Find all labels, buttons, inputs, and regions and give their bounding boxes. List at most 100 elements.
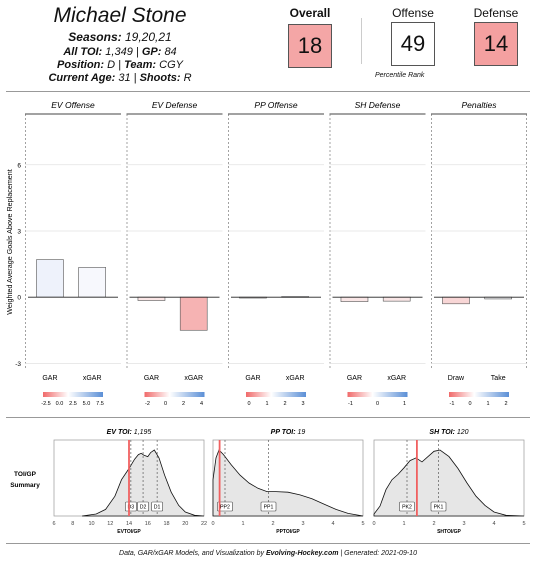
x-axis-label: EVTOI/GP xyxy=(117,529,141,535)
footer: Data, GAR/xGAR Models, and Visualization… xyxy=(0,550,536,557)
legend-colorbar xyxy=(144,392,205,397)
team-value: CGY xyxy=(159,59,183,71)
marker-label: PP2 xyxy=(220,505,230,511)
bar-xgar xyxy=(78,267,106,298)
bar-xgar xyxy=(179,296,208,331)
x-tick-label: 0 xyxy=(372,521,375,527)
marker-label: D2 xyxy=(140,505,147,511)
x-tick-label: 20 xyxy=(182,521,188,527)
marker-label: PP1 xyxy=(264,505,274,511)
x-tick-label: 8 xyxy=(71,521,74,527)
bar-gar xyxy=(36,259,64,298)
x-tick-label: 5 xyxy=(522,521,525,527)
x-tick-label: 1 xyxy=(402,521,405,527)
legend-tick-label: 0 xyxy=(164,401,167,407)
marker-label: PK2 xyxy=(402,505,412,511)
legend-tick-label: 7.5 xyxy=(96,401,104,407)
age-value: 31 xyxy=(118,72,131,84)
legend-tick-label: 1 xyxy=(265,401,268,407)
marker-label: D3 xyxy=(128,505,135,511)
x-tick-label: 2 xyxy=(432,521,435,527)
footer-prefix: Data, GAR/xGAR Models, and Visualization… xyxy=(119,550,265,557)
x-tick-label: xGAR xyxy=(83,375,102,382)
x-tick-label: xGAR xyxy=(387,375,406,382)
shoots-value: R xyxy=(183,72,192,84)
legend-colorbar xyxy=(347,392,408,397)
x-tick-label: 18 xyxy=(163,521,169,527)
player-name: Michael Stone xyxy=(53,4,187,27)
toi-panel-title: EV TOI: 1,195 xyxy=(107,429,152,436)
legend-tick-label: 5.0 xyxy=(83,401,91,407)
gp-value: 84 xyxy=(164,46,177,58)
x-axis-label: PPTOI/GP xyxy=(276,529,300,535)
toi-side-label: TOI/GP xyxy=(14,471,37,478)
seasons-label: Seasons: xyxy=(68,30,122,44)
y-tick-label: 0 xyxy=(17,295,21,302)
seasons-value: 19,20,21 xyxy=(124,30,172,44)
toi-value: 1,349 xyxy=(105,46,133,58)
legend-tick-label: 2.5 xyxy=(69,401,77,407)
legend-tick-label: 0 xyxy=(376,401,379,407)
bar-draw xyxy=(442,296,470,305)
x-tick-label: GAR xyxy=(42,375,57,382)
density-curve xyxy=(373,449,525,517)
score-divider xyxy=(361,18,362,64)
x-tick-label: 5 xyxy=(361,521,364,527)
middle-divider xyxy=(6,417,530,418)
y-tick-label: 3 xyxy=(17,228,21,235)
marker-label: D1 xyxy=(154,505,161,511)
x-tick-label: 1 xyxy=(241,521,244,527)
defense-label: Defense xyxy=(473,6,519,20)
x-tick-label: GAR xyxy=(245,375,260,382)
age-line: Current Age: 31 | Shoots: R xyxy=(48,72,192,84)
panel-title: EV Defense xyxy=(152,100,198,110)
offense-label: Offense xyxy=(392,6,434,20)
toi-line: All TOI: 1,349 | GP: 84 xyxy=(63,46,177,58)
bar-gar xyxy=(340,296,369,302)
density-curve xyxy=(82,449,205,517)
x-tick-label: 4 xyxy=(331,521,334,527)
x-tick-label: 3 xyxy=(301,521,304,527)
marker-box xyxy=(151,501,163,512)
x-tick-label: 3 xyxy=(462,521,465,527)
header-divider xyxy=(6,91,530,92)
legend-tick-label: -1 xyxy=(348,401,353,407)
legend-colorbar xyxy=(449,392,509,397)
legend-tick-label: 3 xyxy=(301,401,304,407)
toi-title-value: 1,195 xyxy=(134,429,152,436)
toi-side-label: Summary xyxy=(10,482,40,489)
footer-divider xyxy=(6,543,530,544)
legend-tick-label: -1 xyxy=(450,401,455,407)
x-tick-label: 14 xyxy=(126,521,132,527)
legend-tick-label: 0 xyxy=(468,401,471,407)
legend-tick-label: 1 xyxy=(403,401,406,407)
x-tick-label: 16 xyxy=(145,521,151,527)
x-tick-label: GAR xyxy=(347,375,362,382)
x-tick-label: 10 xyxy=(88,521,94,527)
legend-tick-label: -2.5 xyxy=(41,401,50,407)
legend-tick-label: 4 xyxy=(200,401,203,407)
footer-site: Evolving-Hockey.com xyxy=(265,550,339,557)
legend-tick-label: 2 xyxy=(504,401,507,407)
bar-gar xyxy=(137,296,166,301)
gar-chart: Weighted Average Goals Above Replacement… xyxy=(5,100,527,407)
overall-score: 18 xyxy=(288,24,332,68)
toi-title-value: 120 xyxy=(457,429,469,436)
y-axis-label: Weighted Average Goals Above Replacement xyxy=(5,169,14,315)
footer-generated: | Generated: 2021-09-10 xyxy=(340,550,417,557)
y-tick-label: 6 xyxy=(17,162,21,169)
position-line: Position: D | Team: CGY xyxy=(57,59,183,71)
panel-title: Penalties xyxy=(462,100,498,110)
x-tick-label: 0 xyxy=(211,521,214,527)
bar-xgar xyxy=(382,296,411,302)
x-tick-label: Draw xyxy=(448,375,465,382)
percentile-rank-label: Percentile Rank xyxy=(375,72,425,79)
x-axis-label: SHTOI/GP xyxy=(437,529,461,535)
position-label: Position: xyxy=(57,59,105,71)
marker-box xyxy=(399,501,415,512)
panel-title: SH Defense xyxy=(355,100,401,110)
toi-title-value: 19 xyxy=(298,429,306,436)
marker-box xyxy=(430,501,447,512)
age-label: Current Age: xyxy=(48,72,116,84)
panel-title: PP Offense xyxy=(254,100,297,110)
